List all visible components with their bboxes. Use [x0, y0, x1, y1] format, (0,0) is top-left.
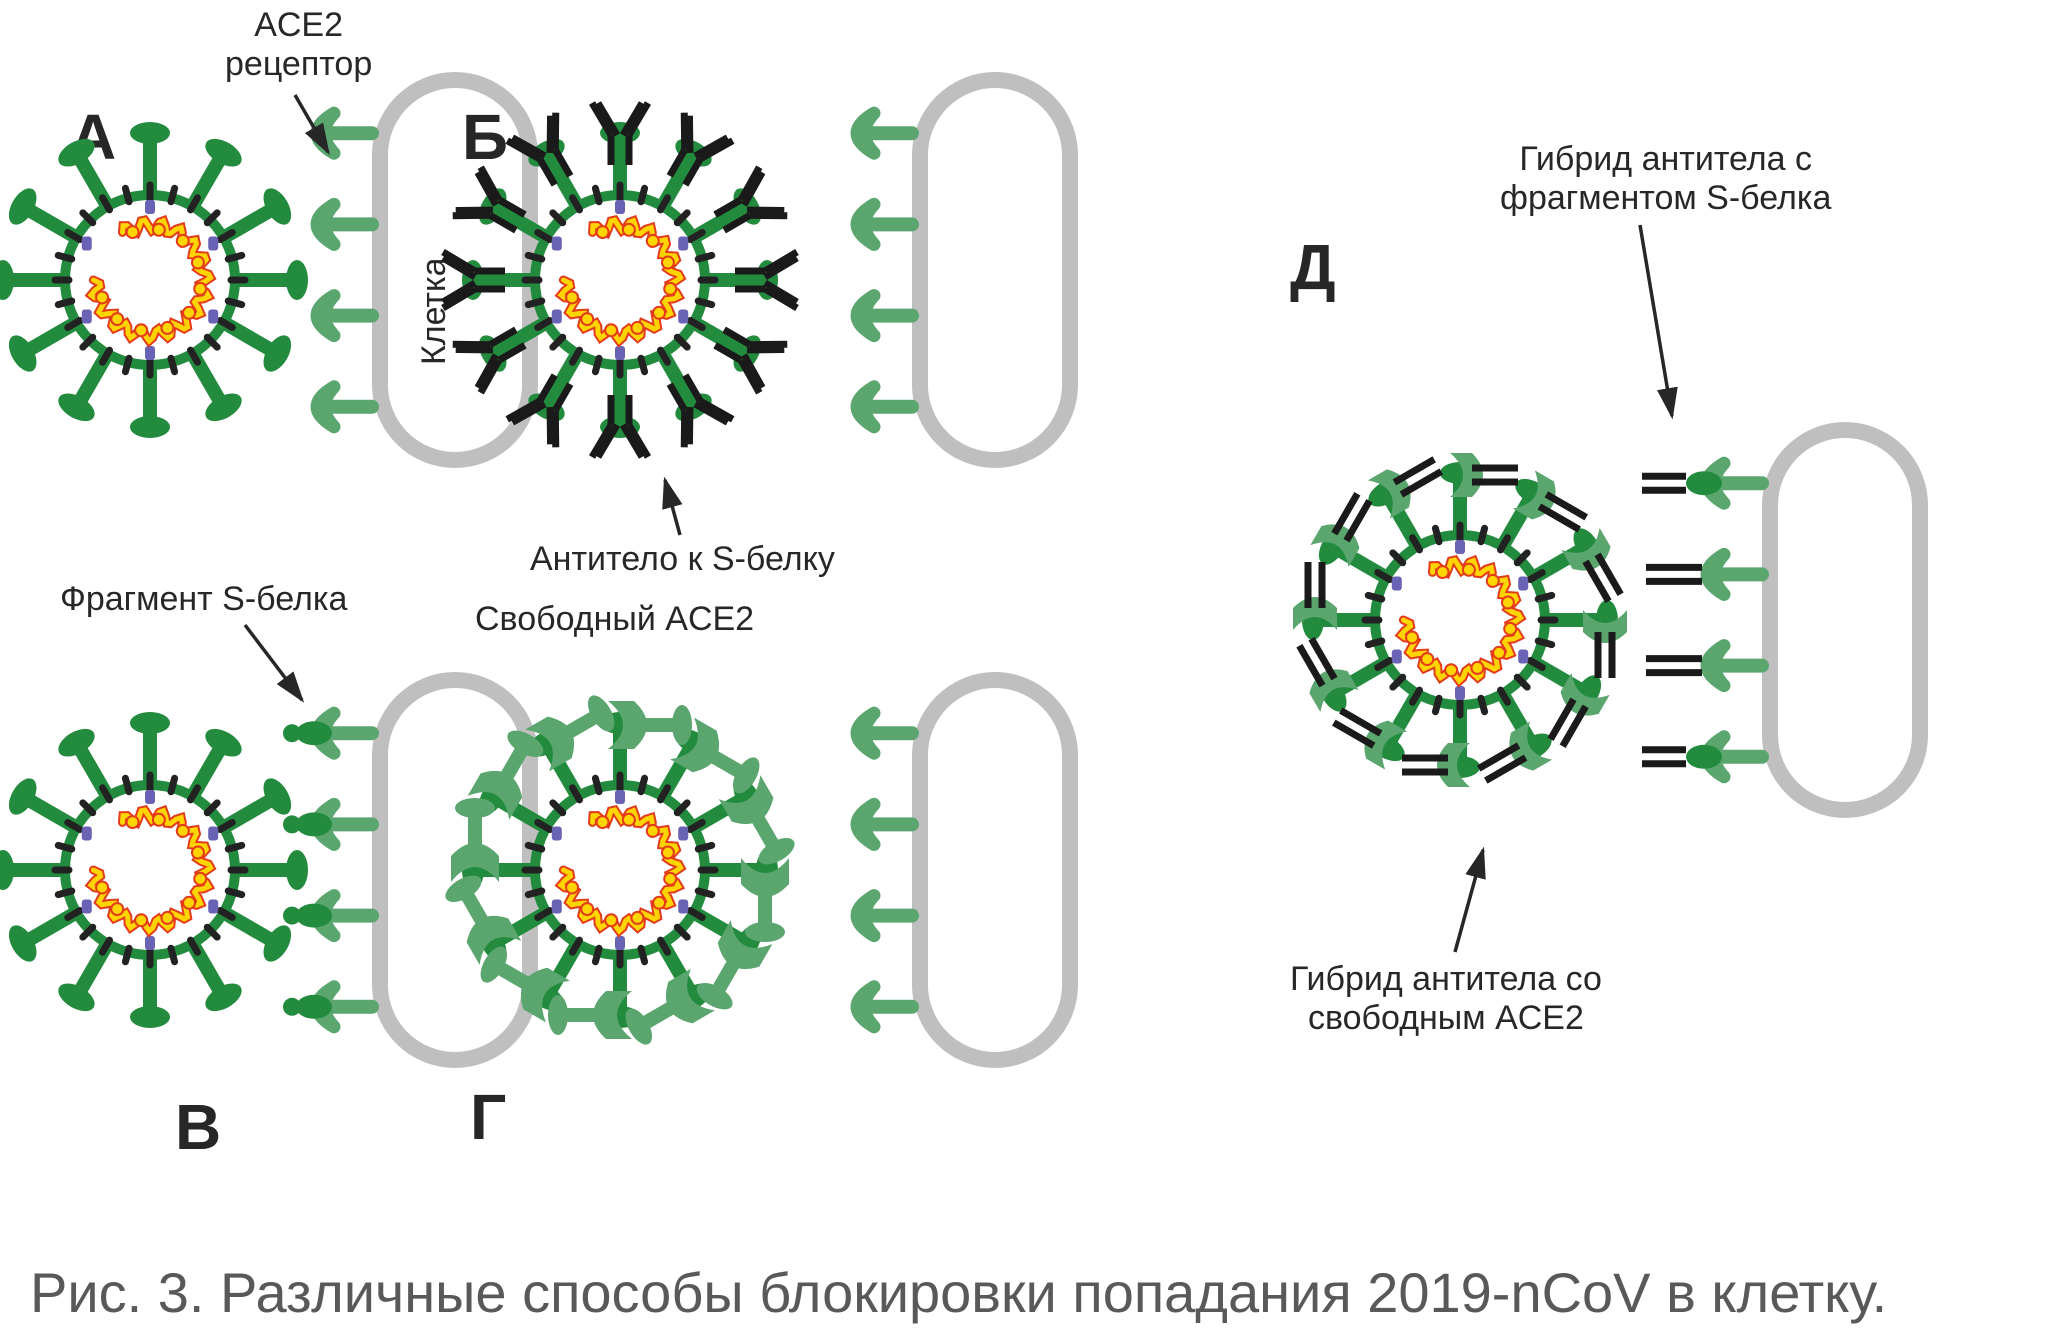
figure-canvas: А Б В Г Д ACE2 рецептор Клетка Фрагмент … — [0, 0, 2048, 1343]
figure-caption: Рис. 3. Различные способы блокировки поп… — [30, 1260, 1887, 1325]
figure-svg — [0, 0, 2048, 1343]
